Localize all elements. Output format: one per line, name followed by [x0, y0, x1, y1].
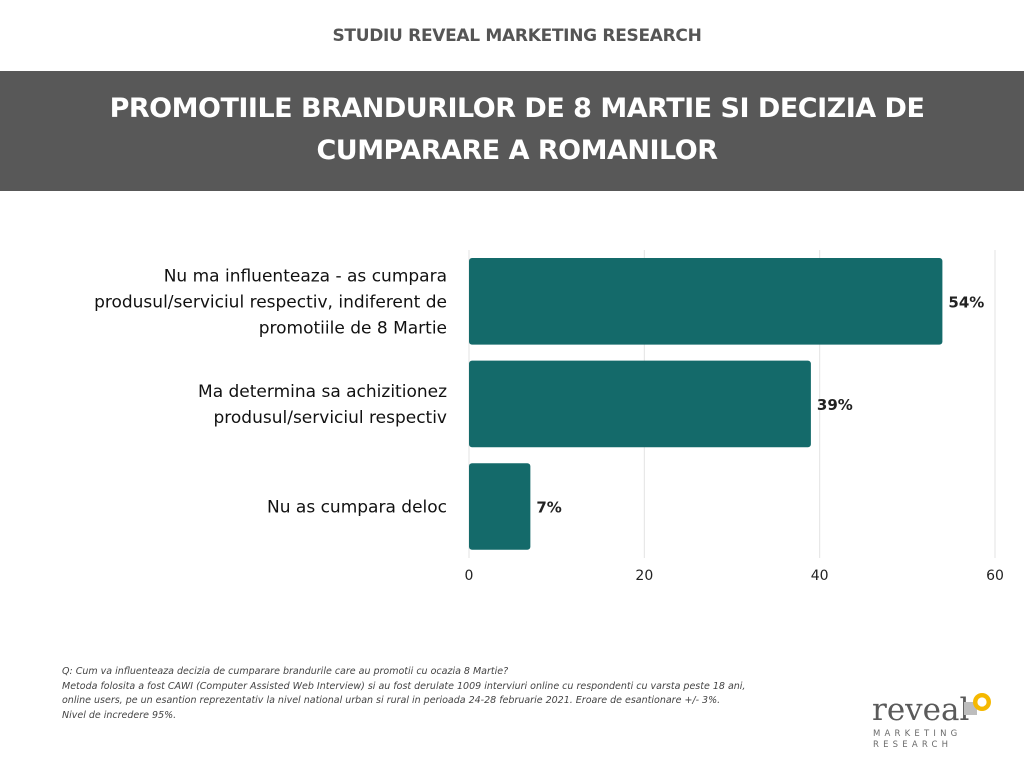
logo-wordmark: reveal — [872, 692, 970, 728]
category-label-0-line-2: promotiile de 8 Martie — [259, 318, 447, 338]
category-label-1-line-0: Ma determina sa achizitionez — [198, 382, 447, 402]
footnote-method-line-1: Metoda folosita a fost CAWI (Computer As… — [62, 680, 746, 692]
category-label-0-line-0: Nu ma influenteaza - as cumpara — [164, 266, 447, 286]
page-title-line-1: PROMOTIILE BRANDURILOR DE 8 MARTIE SI DE… — [109, 93, 925, 124]
x-tick-label-2: 40 — [811, 568, 829, 584]
bar-0 — [469, 258, 943, 345]
page-title: PROMOTIILE BRANDURILOR DE 8 MARTIE SI DE… — [100, 88, 934, 172]
category-label-1-line-1: produsul/serviciul respectiv — [214, 408, 448, 428]
category-label-2: Nu as cumpara deloc — [267, 498, 447, 518]
footnote-method-line-2: online users, pe un esantion reprezentat… — [62, 695, 721, 706]
logo-mark-icon — [964, 693, 991, 715]
bar-2 — [469, 463, 531, 550]
value-label-1: 39% — [817, 396, 853, 414]
x-tick-label-1: 20 — [635, 568, 653, 584]
logo-subtitle-marketing: MARKETING — [873, 729, 962, 739]
value-label-0: 54% — [948, 293, 984, 311]
category-label-2-line-0: Nu as cumpara deloc — [267, 498, 447, 518]
value-label-2: 7% — [536, 499, 561, 517]
bar-1 — [469, 360, 811, 448]
x-tick-label-0: 0 — [465, 568, 474, 584]
page-title-line-2: CUMPARARE A ROMANILOR — [316, 135, 718, 166]
logo-subtitle-research: RESEARCH — [873, 740, 953, 750]
methodology-footnote: Q: Cum va influenteaza decizia de cumpar… — [62, 665, 782, 723]
footnote-confidence: Nivel de incredere 95%. — [62, 709, 177, 721]
title-banner — [0, 71, 1024, 191]
category-label-0-line-1: produsul/serviciul respectiv, indiferent… — [94, 292, 447, 312]
reveal-logo: reveal MARKETING RESEARCH — [872, 692, 1002, 754]
x-tick-label-3: 60 — [986, 568, 1004, 584]
category-label-0: Nu ma influenteaza - as cumpara produsul/… — [94, 266, 447, 338]
category-label-1: Ma determina sa achizitionez produsul/ser… — [198, 382, 447, 428]
study-label: STUDIU REVEAL MARKETING RESEARCH — [332, 26, 702, 46]
footnote-question: Q: Cum va influenteaza decizia de cumpar… — [62, 666, 509, 677]
